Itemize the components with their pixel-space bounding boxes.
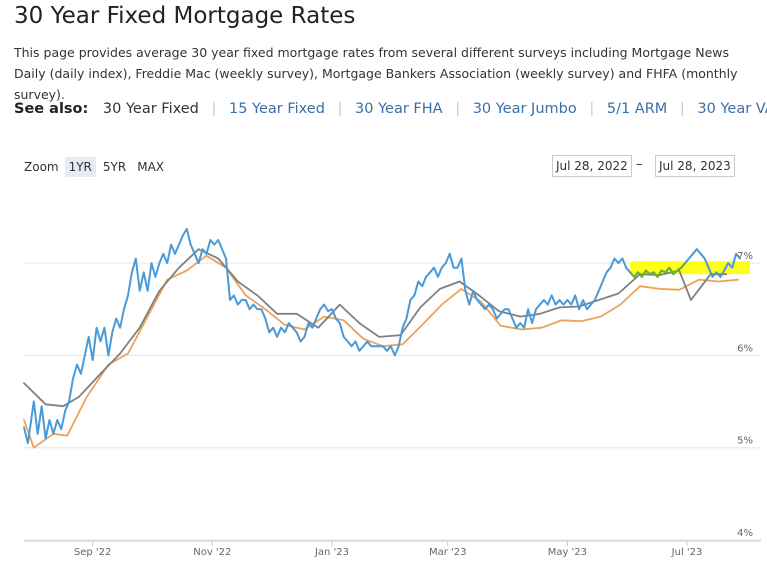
- zoom-label: Zoom: [24, 160, 59, 174]
- link-15-year-fixed[interactable]: 15 Year Fixed: [228, 101, 325, 117]
- range-separator: –: [636, 157, 643, 172]
- see-also-label: See also:: [14, 101, 89, 117]
- mortgage-rate-chart: 4% 5% 6% 7% Sep '22 Nov '22 Jan '23 Mar '23 May …: [23, 227, 761, 558]
- zoom-controls: Zoom 1YR 5YR MAX: [24, 157, 171, 177]
- weekly-gray-line: [23, 248, 728, 408]
- separator: |: [589, 101, 595, 117]
- zoom-1yr-button[interactable]: 1YR: [64, 157, 96, 177]
- zoom-max-button[interactable]: MAX: [137, 160, 165, 174]
- page-description: This page provides average 30 year fixed…: [14, 45, 738, 102]
- separator: |: [337, 101, 343, 117]
- separator: |: [679, 101, 685, 117]
- highlighted-daily-segment: [629, 262, 686, 278]
- x-tick-label: May '23: [548, 547, 587, 558]
- weekly-orange-line: [23, 254, 739, 449]
- x-tick-label: Sep '22: [74, 547, 112, 558]
- x-tick-label: Jul '23: [671, 547, 703, 558]
- separator: |: [211, 101, 217, 117]
- y-tick-label: 6%: [737, 343, 753, 354]
- page-title: 30 Year Fixed Mortgage Rates: [14, 3, 356, 29]
- link-5-1-arm[interactable]: 5/1 ARM: [606, 101, 668, 117]
- x-tick-label: Jan '23: [314, 547, 349, 558]
- link-30-year-fixed[interactable]: 30 Year Fixed: [102, 101, 199, 117]
- y-tick-label: 4%: [737, 528, 753, 539]
- zoom-5yr-button[interactable]: 5YR: [102, 160, 127, 174]
- range-start-input[interactable]: Jul 28, 2022: [552, 155, 632, 177]
- y-tick-label: 5%: [737, 436, 753, 447]
- link-30-year-va[interactable]: 30 Year VA: [697, 101, 767, 117]
- y-tick-label: 7%: [737, 251, 753, 262]
- range-end-input[interactable]: Jul 28, 2023: [655, 155, 735, 177]
- see-also-nav: See also: 30 Year Fixed | 15 Year Fixed …: [14, 101, 767, 117]
- separator: |: [455, 101, 461, 117]
- daily-index-line: [23, 227, 741, 445]
- link-30-year-jumbo[interactable]: 30 Year Jumbo: [472, 101, 577, 117]
- x-tick-label: Nov '22: [193, 547, 231, 558]
- x-tick-label: Mar '23: [429, 547, 467, 558]
- link-30-year-fha[interactable]: 30 Year FHA: [355, 101, 443, 117]
